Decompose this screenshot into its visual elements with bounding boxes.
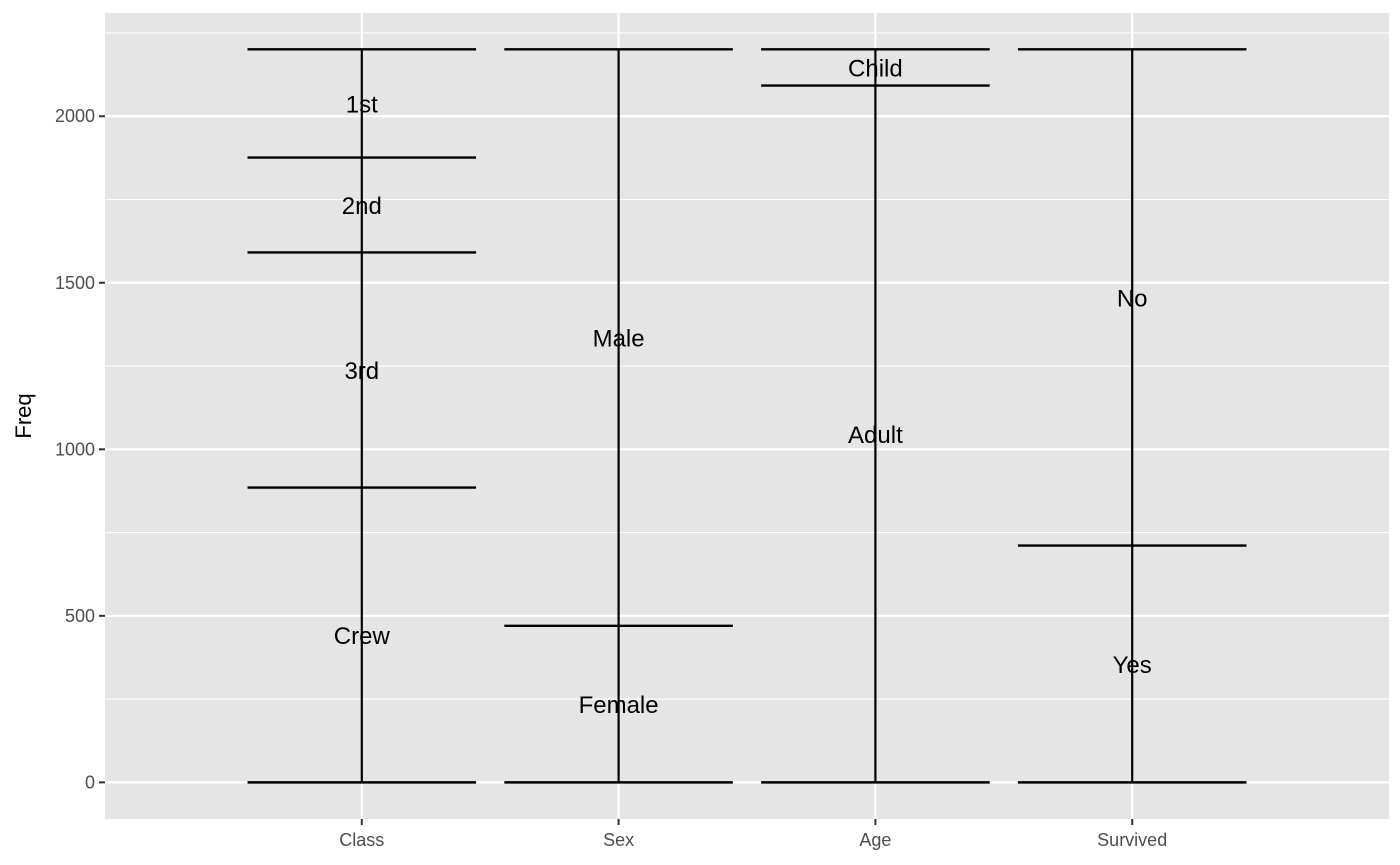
y-tick-label: 2000 (55, 106, 95, 126)
stratum-label-yes: Yes (1113, 652, 1152, 679)
stratum-label-1st: 1st (346, 91, 378, 118)
stratum-label-female: Female (579, 692, 659, 719)
y-tick-label: 500 (65, 606, 95, 626)
stratum-label-male: Male (593, 326, 645, 353)
plot-panel (105, 13, 1389, 819)
stratum-label-no: No (1117, 285, 1148, 312)
x-tick-label-age: Age (859, 830, 891, 850)
y-tick-label: 0 (85, 772, 95, 792)
y-axis-tick-labels: 0 500 1000 1500 2000 (55, 106, 105, 792)
stratum-label-crew: Crew (334, 623, 391, 650)
x-axis-tick-labels: Class Sex Age Survived (339, 819, 1167, 850)
y-tick-label: 1000 (55, 439, 95, 459)
x-tick-label-sex: Sex (603, 830, 634, 850)
y-tick-label: 1500 (55, 273, 95, 293)
x-tick-label-class: Class (339, 830, 384, 850)
y-axis-title: Freq (11, 393, 36, 438)
stratum-label-adult: Adult (848, 422, 903, 449)
stratum-label-child: Child (848, 55, 903, 82)
strata-layer: Crew 3rd 2nd 1st Female Male Adult Child Yes No (247, 48, 1247, 784)
stratum-label-2nd: 2nd (342, 193, 382, 220)
minor-gridlines (105, 32, 1389, 700)
x-tick-label-survived: Survived (1097, 830, 1167, 850)
stratum-label-3rd: 3rd (344, 358, 379, 385)
